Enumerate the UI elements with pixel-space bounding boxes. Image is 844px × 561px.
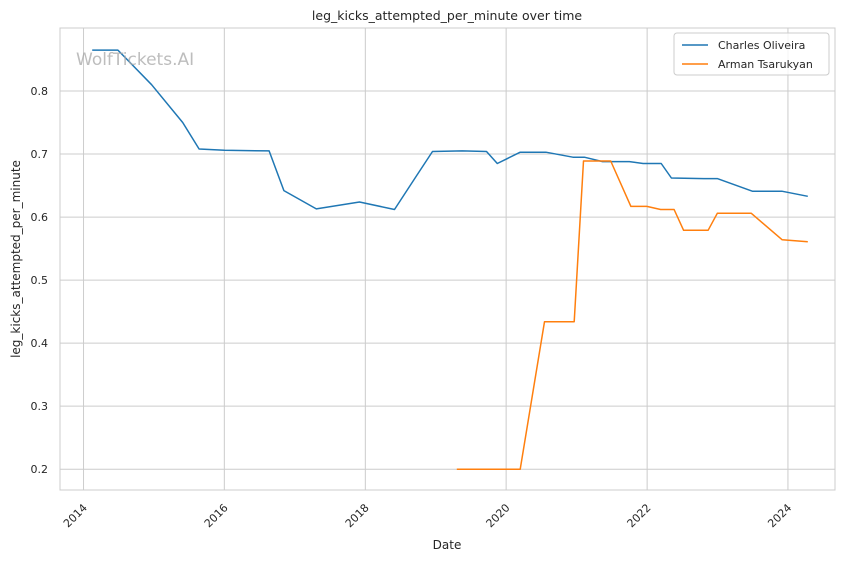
x-tick-label: 2020 <box>484 501 513 530</box>
plot-frame <box>59 27 836 491</box>
series-line-arman-tsarukyan <box>456 160 808 470</box>
y-tick-label: 0.5 <box>31 274 49 287</box>
legend-label-charles-oliveira: Charles Oliveira <box>718 39 805 52</box>
x-tick-label: 2018 <box>343 501 372 530</box>
x-axis-title: Date <box>433 538 462 552</box>
chart-title: leg_kicks_attempted_per_minute over time <box>312 8 582 23</box>
y-tick-label: 0.7 <box>31 148 49 161</box>
x-tick-label: 2022 <box>625 501 654 530</box>
y-axis-ticks: 0.2 0.3 0.4 0.5 0.6 0.7 0.8 <box>31 85 49 476</box>
grid-lines <box>60 28 835 490</box>
y-tick-label: 0.2 <box>31 463 49 476</box>
watermark: WolfTickets.AI <box>76 50 194 70</box>
plot-background <box>60 28 835 490</box>
y-tick-label: 0.8 <box>31 85 49 98</box>
y-tick-label: 0.3 <box>31 400 49 413</box>
y-tick-label: 0.6 <box>31 211 49 224</box>
legend-box <box>673 32 830 76</box>
x-tick-label: 2016 <box>202 501 231 530</box>
series-line-charles-oliveira <box>92 49 808 211</box>
x-tick-label: 2014 <box>61 501 90 530</box>
series-lines <box>92 49 808 470</box>
y-tick-label: 0.4 <box>31 337 49 350</box>
y-axis-title: leg_kicks_attempted_per_minute <box>9 160 23 358</box>
x-axis-ticks: 2014 2016 2018 2020 2022 2024 <box>61 501 794 530</box>
x-tick-label: 2024 <box>765 501 794 530</box>
legend: Charles Oliveira Arman Tsarukyan <box>673 32 830 76</box>
legend-label-arman-tsarukyan: Arman Tsarukyan <box>718 58 813 71</box>
